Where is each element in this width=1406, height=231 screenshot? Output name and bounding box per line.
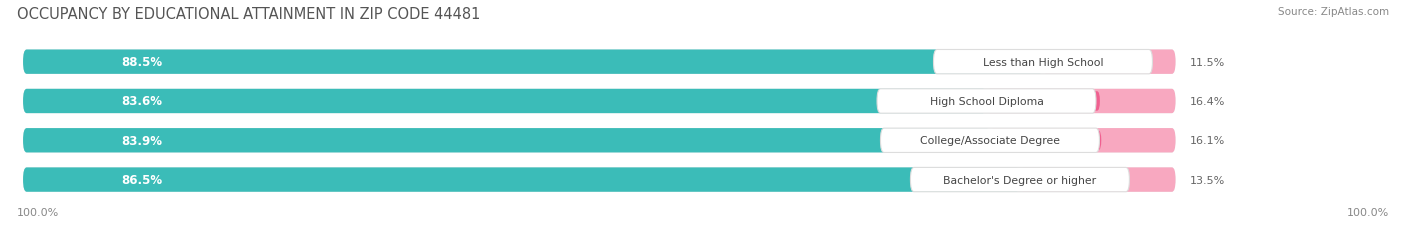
Text: 83.6%: 83.6%	[121, 95, 162, 108]
Text: 83.9%: 83.9%	[121, 134, 162, 147]
Text: Source: ZipAtlas.com: Source: ZipAtlas.com	[1278, 7, 1389, 17]
FancyBboxPatch shape	[1043, 50, 1175, 75]
FancyBboxPatch shape	[1043, 53, 1122, 72]
Text: 88.5%: 88.5%	[121, 56, 162, 69]
Text: 100.0%: 100.0%	[17, 207, 59, 217]
Text: 16.1%: 16.1%	[1189, 136, 1225, 146]
Text: Less than High School: Less than High School	[983, 58, 1104, 67]
Text: Bachelor's Degree or higher: Bachelor's Degree or higher	[943, 175, 1097, 185]
FancyBboxPatch shape	[911, 168, 1129, 192]
FancyBboxPatch shape	[877, 89, 1097, 114]
FancyBboxPatch shape	[22, 128, 990, 153]
Text: 86.5%: 86.5%	[121, 173, 162, 186]
FancyBboxPatch shape	[22, 168, 1019, 192]
Text: OCCUPANCY BY EDUCATIONAL ATTAINMENT IN ZIP CODE 44481: OCCUPANCY BY EDUCATIONAL ATTAINMENT IN Z…	[17, 7, 481, 22]
Text: High School Diploma: High School Diploma	[929, 97, 1043, 106]
FancyBboxPatch shape	[22, 89, 987, 114]
FancyBboxPatch shape	[990, 131, 1101, 150]
Text: College/Associate Degree: College/Associate Degree	[920, 136, 1060, 146]
FancyBboxPatch shape	[1019, 170, 1114, 189]
Text: 13.5%: 13.5%	[1189, 175, 1225, 185]
FancyBboxPatch shape	[1019, 168, 1175, 192]
FancyBboxPatch shape	[934, 50, 1153, 75]
FancyBboxPatch shape	[987, 92, 1099, 111]
FancyBboxPatch shape	[22, 89, 1175, 114]
Text: 11.5%: 11.5%	[1189, 58, 1225, 67]
FancyBboxPatch shape	[22, 50, 1175, 75]
Text: 100.0%: 100.0%	[1347, 207, 1389, 217]
FancyBboxPatch shape	[22, 128, 1175, 153]
FancyBboxPatch shape	[987, 89, 1175, 114]
FancyBboxPatch shape	[22, 168, 1175, 192]
FancyBboxPatch shape	[990, 128, 1175, 153]
FancyBboxPatch shape	[22, 50, 1043, 75]
Text: 16.4%: 16.4%	[1189, 97, 1225, 106]
FancyBboxPatch shape	[880, 128, 1099, 153]
